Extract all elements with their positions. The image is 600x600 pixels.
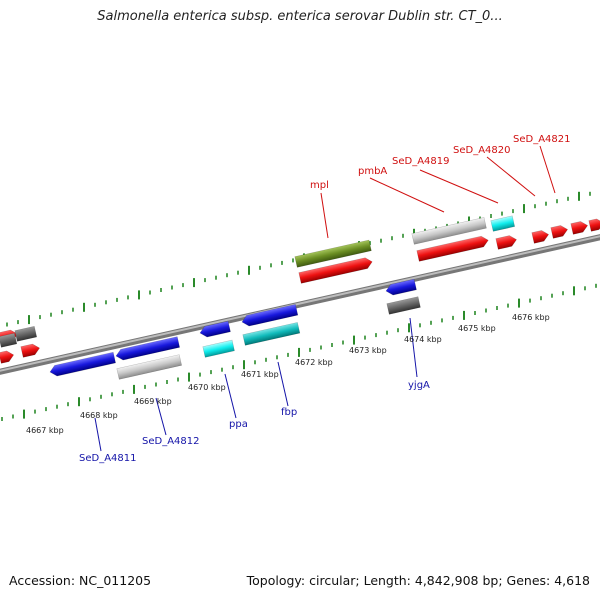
accession-text: Accession: NC_011205: [9, 573, 152, 588]
kbp-label: 4672 kbp: [295, 358, 333, 367]
gene-feature[interactable]: [115, 336, 180, 362]
gene-feature[interactable]: [116, 354, 182, 380]
kbp-label: 4669 kbp: [134, 397, 172, 406]
gene-feature[interactable]: [202, 339, 235, 358]
forward-tick-row: [6, 191, 591, 327]
gene-feature[interactable]: [570, 220, 589, 235]
gene-feature[interactable]: [0, 350, 15, 364]
gene-feature[interactable]: [550, 224, 569, 239]
gene-feature[interactable]: [199, 320, 231, 338]
gene-feature[interactable]: [242, 322, 301, 346]
gene-feature[interactable]: [416, 235, 490, 262]
kbp-label: 4667 kbp: [26, 426, 64, 435]
forward-gene-labels: mpl pmbA SeD_A4819 SeD_A4820 SeD_A4821: [310, 134, 571, 191]
gene-feature[interactable]: [294, 239, 372, 268]
gene-label-sed-a4821[interactable]: SeD_A4821: [513, 134, 571, 145]
gene-feature[interactable]: [411, 217, 487, 245]
gene-feature[interactable]: [386, 296, 421, 315]
kbp-label: 4670 kbp: [188, 383, 226, 392]
gene-label-fbp[interactable]: fbp: [281, 407, 297, 418]
gene-feature[interactable]: [0, 332, 18, 348]
kbp-label: 4675 kbp: [458, 324, 496, 333]
label-leaders: [94, 145, 556, 452]
reverse-tick-row: [1, 283, 597, 421]
gene-feature[interactable]: [531, 229, 550, 244]
gene-label-sed-a4811[interactable]: SeD_A4811: [79, 453, 137, 464]
gene-feature[interactable]: [14, 325, 38, 342]
kbp-label: 4676 kbp: [512, 313, 550, 322]
gene-label-mpl[interactable]: mpl: [310, 180, 329, 191]
kbp-axis-labels: 4667 kbp 4668 kbp 4669 kbp 4670 kbp 4671…: [26, 313, 550, 435]
reverse-gene-labels: SeD_A4811 SeD_A4812 ppa fbp yjgA: [79, 380, 430, 464]
gene-feature[interactable]: [241, 304, 299, 327]
gene-label-sed-a4812[interactable]: SeD_A4812: [142, 436, 200, 447]
gene-label-yjgA[interactable]: yjgA: [408, 380, 430, 391]
kbp-label: 4673 kbp: [349, 346, 387, 355]
kbp-label: 4671 kbp: [241, 370, 279, 379]
gene-feature[interactable]: [49, 351, 116, 377]
gene-feature[interactable]: [298, 256, 374, 284]
gene-label-ppa[interactable]: ppa: [229, 419, 248, 430]
gene-feature[interactable]: [495, 234, 518, 250]
genome-backbone-highlight: [0, 235, 600, 372]
gene-feature[interactable]: [20, 343, 41, 358]
kbp-label: 4668 kbp: [80, 411, 118, 420]
gene-track: [0, 215, 600, 380]
map-title: Salmonella enterica subsp. enterica sero…: [97, 9, 503, 24]
kbp-label: 4674 kbp: [404, 335, 442, 344]
gene-feature[interactable]: [588, 218, 600, 232]
genome-summary-text: Topology: circular; Length: 4,842,908 bp…: [246, 573, 590, 588]
gene-label-sed-a4820[interactable]: SeD_A4820: [453, 145, 511, 156]
gene-label-pmbA[interactable]: pmbA: [358, 166, 387, 177]
gene-feature[interactable]: [490, 215, 515, 232]
gene-feature[interactable]: [385, 278, 417, 296]
gene-label-sed-a4819[interactable]: SeD_A4819: [392, 156, 450, 167]
